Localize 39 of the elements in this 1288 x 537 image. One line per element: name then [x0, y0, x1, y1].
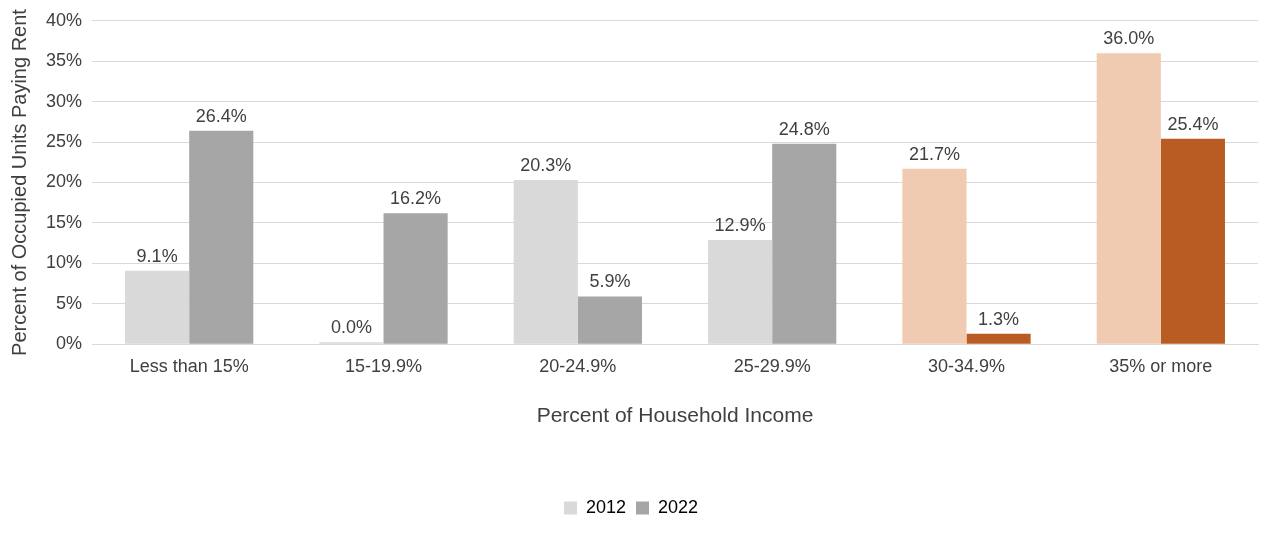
legend-label: 2012 [585, 496, 626, 517]
x-axis-title: Percent of Household Income [536, 403, 814, 427]
x-tick-label: 35% or more [1109, 355, 1213, 376]
data-label: 25.4% [1167, 113, 1219, 134]
y-axis-title: Percent of Occupied Units Paying Rent [7, 8, 30, 356]
bar [383, 213, 448, 344]
x-tick-label: 30-34.9% [927, 355, 1006, 376]
y-tick-label: 20% [46, 171, 83, 192]
data-label: 26.4% [195, 105, 247, 126]
bar [1160, 138, 1225, 344]
y-tick-label: 30% [46, 90, 83, 111]
data-label: 9.1% [136, 245, 178, 266]
x-tick-label: 25-29.9% [733, 355, 811, 376]
y-tick-label: 35% [46, 50, 83, 71]
bar [1096, 53, 1161, 344]
legend-label: 2022 [658, 496, 699, 517]
bar [902, 168, 967, 344]
bar [966, 333, 1031, 344]
data-label: 16.2% [390, 188, 442, 209]
data-label: 12.9% [714, 214, 766, 235]
data-label: 20.3% [520, 155, 572, 176]
y-tick-label: 0% [56, 333, 83, 354]
bar [577, 296, 642, 344]
y-tick-label: 25% [46, 131, 83, 152]
y-tick-label: 15% [46, 211, 83, 232]
data-label: 36.0% [1103, 28, 1155, 49]
y-tick-label: 5% [56, 292, 83, 313]
y-tick-label: 40% [46, 9, 83, 30]
data-label: 1.3% [978, 308, 1020, 329]
y-tick-label: 10% [46, 252, 83, 273]
x-tick-label: 15-19.9% [344, 355, 423, 376]
data-label: 0.0% [330, 317, 372, 338]
data-label: 21.7% [908, 143, 960, 164]
x-tick-label: 20-24.9% [539, 355, 617, 376]
bar [772, 143, 837, 344]
data-label: 5.9% [589, 271, 631, 292]
data-label: 24.8% [778, 118, 830, 139]
x-tick-label: Less than 15% [129, 355, 249, 376]
bar [189, 130, 254, 344]
